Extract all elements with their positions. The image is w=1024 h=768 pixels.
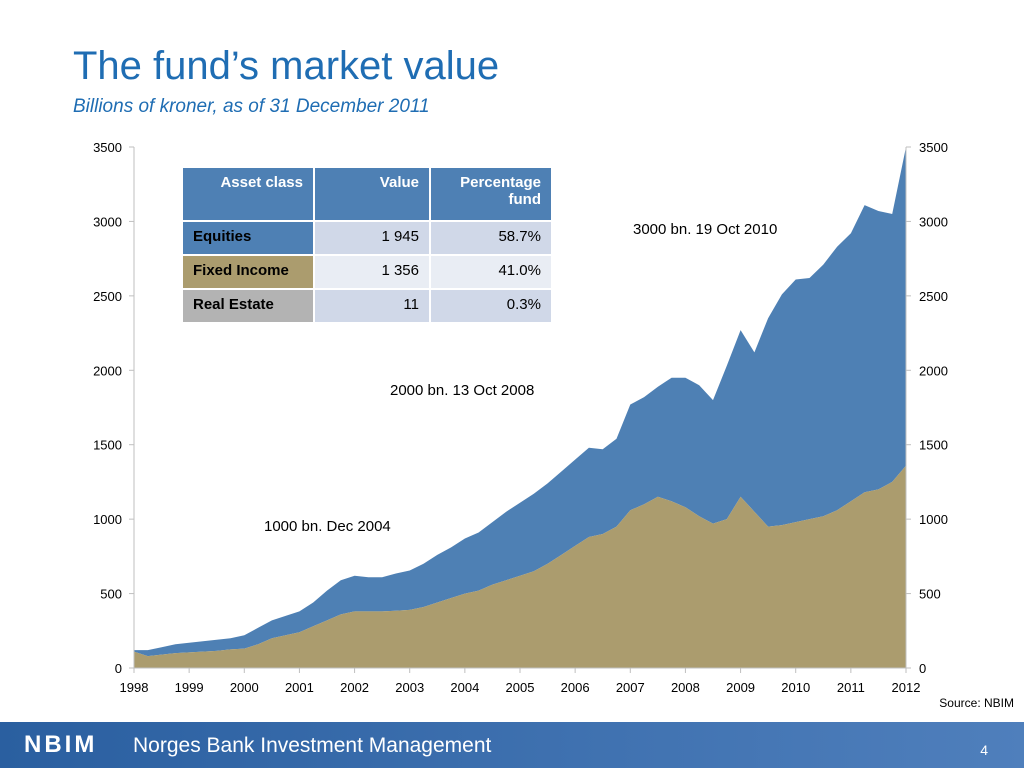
x-tick-label: 1998 (120, 680, 149, 695)
slide-subtitle: Billions of kroner, as of 31 December 20… (73, 96, 430, 117)
x-tick-label: 2006 (561, 680, 590, 695)
x-tick-label: 2011 (837, 680, 865, 695)
header-percentage: Percentage fund (429, 166, 553, 222)
y-tick-label-left: 0 (115, 661, 122, 676)
y-tick-label-right: 2500 (919, 289, 948, 304)
row-label: Equities (181, 220, 315, 256)
x-tick-label: 2005 (506, 680, 535, 695)
asset-class-table: Asset class Value Percentage fund Equiti… (181, 166, 553, 324)
x-tick-label: 2000 (230, 680, 259, 695)
y-axis-left: 0 500 1000 1500 2000 2500 3000 3500 (93, 140, 134, 676)
header-value: Value (313, 166, 431, 222)
page-number: 4 (980, 742, 988, 758)
annotation-3000bn: 3000 bn. 19 Oct 2010 (633, 221, 777, 238)
y-tick-label-left: 2500 (93, 289, 122, 304)
x-tick-label: 2009 (726, 680, 755, 695)
x-tick-label: 2007 (616, 680, 645, 695)
slide-title: The fund’s market value (73, 44, 500, 88)
x-tick-label: 2010 (781, 680, 810, 695)
y-tick-label-right: 3500 (919, 140, 948, 155)
equities-area (134, 147, 906, 657)
y-tick-label-left: 1500 (93, 438, 122, 453)
chart-areas (134, 147, 906, 668)
y-tick-label-right: 500 (919, 587, 941, 602)
y-tick-label-left: 3500 (93, 140, 122, 155)
x-tick-label: 2003 (395, 680, 424, 695)
header-asset-class: Asset class (181, 166, 315, 222)
table-row: Real Estate 11 0.3% (181, 288, 553, 324)
x-axis: 1998 1999 2000 2001 2002 2003 2004 2005 2006 2007… (120, 668, 921, 695)
row-label: Fixed Income (181, 254, 315, 290)
y-tick-label-left: 1000 (93, 512, 122, 527)
row-percent: 0.3% (429, 288, 553, 324)
x-tick-label: 2012 (892, 680, 921, 695)
x-tick-label: 2004 (450, 680, 479, 695)
y-tick-label-right: 2000 (919, 363, 948, 378)
y-tick-label-right: 1500 (919, 438, 948, 453)
x-tick-label: 2001 (285, 680, 314, 695)
row-label: Real Estate (181, 288, 315, 324)
x-tick-label: 1999 (175, 680, 204, 695)
row-percent: 41.0% (429, 254, 553, 290)
annotation-2000bn: 2000 bn. 13 Oct 2008 (390, 382, 534, 399)
y-tick-label-left: 2000 (93, 363, 122, 378)
y-tick-label-right: 1000 (919, 512, 948, 527)
row-value: 1 356 (313, 254, 431, 290)
y-tick-label-left: 3000 (93, 214, 122, 229)
table-row: Equities 1 945 58.7% (181, 220, 553, 256)
organization-name: Norges Bank Investment Management (133, 734, 492, 757)
source-note: Source: NBIM (939, 696, 1014, 710)
fixed-income-area (134, 465, 906, 668)
annotation-1000bn: 1000 bn. Dec 2004 (264, 518, 391, 535)
x-tick-label: 2008 (671, 680, 700, 695)
row-percent: 58.7% (429, 220, 553, 256)
market-value-chart: 0 500 1000 1500 2000 2500 3000 3500 0 500 1000 150… (93, 140, 948, 695)
row-value: 11 (313, 288, 431, 324)
x-tick-label: 2002 (340, 680, 369, 695)
footer-bar: NBIM Norges Bank Investment Management 4 (0, 722, 1024, 768)
y-tick-label-left: 500 (100, 587, 122, 602)
nbim-logo: NBIM (24, 731, 98, 758)
y-axis-right: 0 500 1000 1500 2000 2500 3000 3500 (906, 140, 948, 676)
table-row: Fixed Income 1 356 41.0% (181, 254, 553, 290)
y-tick-label-right: 0 (919, 661, 926, 676)
y-tick-label-right: 3000 (919, 214, 948, 229)
row-value: 1 945 (313, 220, 431, 256)
table-header-row: Asset class Value Percentage fund (181, 166, 553, 222)
